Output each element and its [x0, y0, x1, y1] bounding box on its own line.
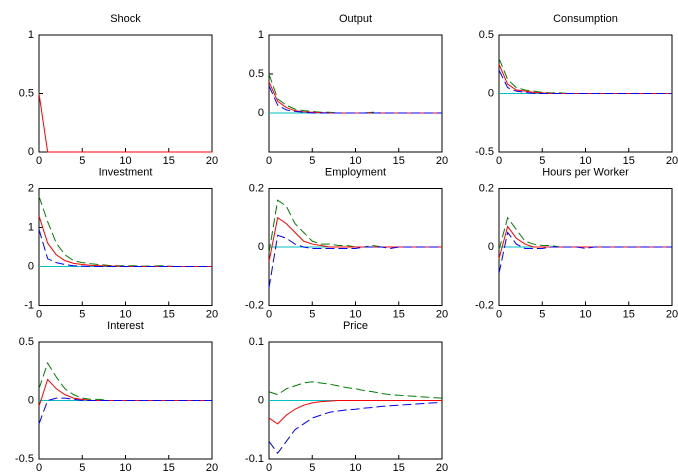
series-line: [38, 378, 212, 407]
y-tick-label: 0: [28, 260, 34, 272]
x-tick-label: 15: [623, 155, 635, 167]
x-tick-label: 0: [36, 308, 42, 320]
x-tick-label: 0: [36, 155, 42, 167]
x-tick-label: 20: [436, 308, 448, 320]
x-tick-label: 20: [206, 462, 218, 474]
x-tick-label: 20: [206, 155, 218, 167]
y-tick-label: 0.2: [479, 182, 494, 194]
y-tick-label: -0.5: [15, 453, 34, 465]
x-tick-label: 0: [36, 462, 42, 474]
panel-title: Shock: [110, 13, 141, 25]
series-line: [498, 69, 672, 94]
panel-title: Output: [339, 13, 372, 25]
x-tick-label: 5: [309, 155, 315, 167]
y-tick-label: 0: [488, 241, 494, 253]
y-tick-label: 0.5: [249, 68, 264, 80]
series-line: [498, 231, 672, 274]
x-tick-label: 15: [163, 462, 175, 474]
x-tick-label: 10: [349, 155, 361, 167]
series-line: [38, 397, 212, 425]
x-tick-label: 0: [266, 155, 272, 167]
y-tick-label: 1: [28, 29, 34, 41]
panel-title: Consumption: [553, 13, 618, 25]
x-tick-label: 15: [393, 462, 405, 474]
series-line: [268, 400, 442, 425]
series-line: [498, 216, 672, 251]
series-line: [268, 381, 443, 399]
x-tick-label: 10: [119, 155, 131, 167]
x-tick-label: 20: [206, 308, 218, 320]
x-tick-label: 10: [119, 308, 131, 320]
y-tick-label: 0: [258, 107, 264, 119]
panel-title: Investment: [99, 166, 153, 178]
x-tick-label: 10: [579, 308, 591, 320]
axes-box: [38, 34, 213, 153]
y-tick-label: -0.5: [475, 146, 494, 158]
x-tick-label: 15: [393, 155, 405, 167]
series-line: [268, 401, 443, 454]
axes-box: [268, 34, 443, 153]
x-tick-label: 5: [79, 462, 85, 474]
y-tick-label: 0.5: [19, 336, 34, 348]
y-tick-label: 1: [258, 29, 264, 41]
series-line: [498, 58, 672, 94]
panel-title: Hours per Worker: [542, 166, 629, 178]
y-tick-label: -1: [24, 299, 34, 311]
y-tick-label: 0: [28, 394, 34, 406]
series-line: [268, 85, 442, 114]
x-tick-label: 15: [163, 308, 175, 320]
y-tick-label: 2: [28, 182, 34, 194]
x-tick-label: 5: [309, 308, 315, 320]
x-tick-label: 0: [266, 462, 272, 474]
series-line: [268, 199, 442, 253]
x-tick-label: 5: [79, 155, 85, 167]
series-line: [268, 234, 442, 289]
x-tick-label: 0: [266, 308, 272, 320]
y-tick-label: -0.2: [475, 299, 494, 311]
x-tick-label: 20: [436, 155, 448, 167]
x-tick-label: 10: [349, 308, 361, 320]
panel-title: Employment: [325, 166, 386, 178]
series-line: [498, 64, 672, 94]
x-tick-label: 20: [666, 308, 678, 320]
axes-box: [38, 188, 213, 306]
x-tick-label: 15: [623, 308, 635, 320]
y-tick-label: 1: [28, 221, 34, 233]
series-line: [38, 196, 212, 267]
y-tick-label: 0: [258, 241, 264, 253]
series-line: [38, 215, 212, 267]
y-tick-label: 0.2: [249, 182, 264, 194]
y-tick-label: 0.5: [19, 87, 34, 99]
series-line: [498, 225, 672, 259]
panel-title: Interest: [107, 320, 144, 332]
x-tick-label: 0: [496, 308, 502, 320]
y-tick-label: -0.2: [245, 299, 264, 311]
x-tick-label: 10: [119, 462, 131, 474]
x-tick-label: 0: [496, 155, 502, 167]
x-tick-label: 5: [309, 462, 315, 474]
y-tick-label: 0: [258, 394, 264, 406]
x-tick-label: 10: [349, 462, 361, 474]
series-line: [38, 93, 212, 153]
x-tick-label: 15: [163, 155, 175, 167]
panel-title: Price: [343, 320, 368, 332]
y-tick-label: -0.1: [245, 453, 264, 465]
x-tick-label: 5: [79, 308, 85, 320]
series-line: [38, 229, 212, 267]
x-tick-label: 15: [393, 308, 405, 320]
y-tick-label: 0: [488, 87, 494, 99]
x-tick-label: 5: [539, 308, 545, 320]
series-line: [268, 73, 442, 114]
series-line: [268, 81, 442, 114]
x-tick-label: 20: [666, 155, 678, 167]
x-tick-label: 20: [436, 462, 448, 474]
series-line: [268, 216, 442, 262]
y-tick-label: 0: [28, 146, 34, 158]
y-tick-label: 0.5: [479, 29, 494, 41]
x-tick-label: 5: [539, 155, 545, 167]
x-tick-label: 10: [579, 155, 591, 167]
y-tick-label: 0.1: [249, 336, 264, 348]
